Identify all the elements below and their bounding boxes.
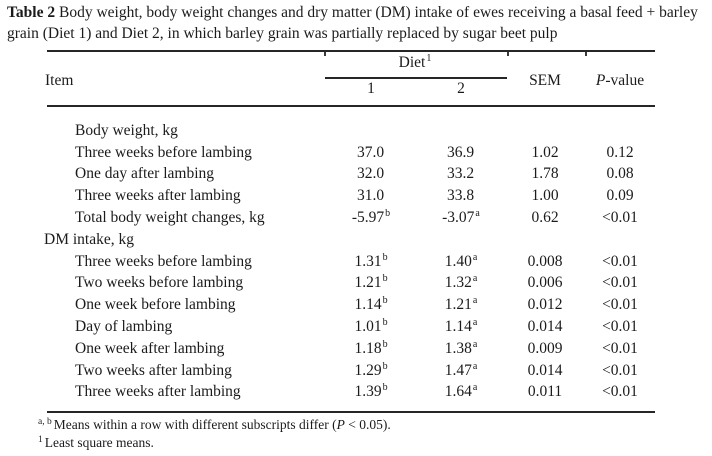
item-cell: Three weeks after lambing — [75, 383, 241, 401]
diet1-cell: 1.21b — [354, 273, 388, 292]
table-caption: Table 2 Body weight, body weight changes… — [7, 3, 708, 44]
item-cell: Body weight, kg — [75, 121, 178, 139]
diet2-cell: 1.40a — [444, 251, 478, 270]
column-tick — [507, 52, 509, 56]
footnote-superscript: 1 — [38, 435, 43, 445]
table-row: Two weeks after lambing 1.29b 1.47a 0.01… — [44, 360, 655, 382]
footnote-superscript: a, b — [38, 417, 52, 427]
pvalue-cell: <0.01 — [602, 361, 638, 379]
pvalue-cell: 0.08 — [606, 165, 634, 183]
header-sem: SEM — [529, 72, 561, 89]
table-row-section: Body weight, kg — [44, 120, 655, 142]
table-caption-label: Table 2 — [7, 4, 56, 21]
diet1-cell: 31.0 — [356, 187, 385, 205]
footnote-p-italic: P — [336, 417, 345, 432]
header-p-italic: P — [595, 72, 606, 89]
diet2-cell: 1.21a — [444, 295, 478, 314]
pvalue-cell: <0.01 — [602, 339, 638, 357]
sem-cell: 1.78 — [531, 165, 559, 183]
item-cell: Day of lambing — [75, 318, 173, 336]
diet-spanner-rule — [325, 77, 507, 79]
diet2-cell: -3.07a — [442, 208, 480, 227]
diet1-cell: 1.14b — [354, 295, 388, 314]
table-row: Three weeks before lambing 37.0 36.9 1.0… — [44, 142, 655, 164]
diet1-cell: 37.0 — [356, 143, 385, 161]
header-diet-group: Diet1 — [325, 54, 505, 72]
table-row: One week before lambing 1.14b 1.21a 0.01… — [44, 294, 655, 316]
sem-cell: 0.006 — [527, 274, 563, 292]
diet1-cell: 32.0 — [356, 165, 385, 183]
sem-cell: 0.009 — [527, 339, 563, 357]
diet1-cell: -5.97b — [351, 208, 391, 227]
diet2-cell: 33.2 — [446, 165, 475, 183]
table-row: Three weeks after lambing 1.39b 1.64a 0.… — [44, 382, 655, 404]
diet1-cell: 1.39b — [354, 382, 388, 401]
diet1-cell: 1.29b — [354, 360, 388, 379]
diet2-cell: 1.47a — [444, 360, 478, 379]
header-diet-1: 1 — [367, 80, 375, 97]
sem-cell: 1.02 — [531, 143, 559, 161]
diet2-cell: 36.9 — [446, 143, 475, 161]
table-row: Three weeks after lambing 31.0 33.8 1.00… — [44, 185, 655, 207]
item-cell: Two weeks before lambing — [75, 274, 244, 292]
item-cell: Total body weight changes, kg — [75, 209, 265, 227]
table-row: Total body weight changes, kg -5.97b -3.… — [44, 207, 655, 229]
item-cell: One day after lambing — [75, 165, 215, 183]
table-body: Body weight, kg Three weeks before lambi… — [44, 107, 655, 403]
diet2-cell: 1.32a — [444, 273, 478, 292]
table-row: One day after lambing 32.0 33.2 1.78 0.0… — [44, 164, 655, 186]
sem-cell: 0.012 — [527, 296, 563, 314]
sem-cell: 1.00 — [531, 187, 559, 205]
item-cell: Three weeks before lambing — [75, 252, 252, 270]
header-p-rest: -value — [605, 72, 645, 89]
pvalue-cell: <0.01 — [602, 252, 638, 270]
sem-cell: 0.011 — [527, 383, 563, 401]
table-row: Three weeks before lambing 1.31b 1.40a 0… — [44, 251, 655, 273]
item-cell: DM intake, kg — [44, 230, 134, 248]
item-cell: Three weeks after lambing — [75, 187, 241, 205]
header-p-value: P-value — [585, 72, 655, 90]
column-tick — [324, 52, 326, 56]
column-tick — [585, 52, 587, 56]
pvalue-cell: <0.01 — [602, 318, 638, 336]
header-item: Item — [45, 72, 74, 89]
item-cell: Three weeks before lambing — [75, 143, 252, 161]
diet2-cell: 33.8 — [446, 187, 475, 205]
diet2-cell: 1.64a — [444, 382, 478, 401]
pvalue-cell: <0.01 — [602, 209, 638, 227]
pvalue-cell: <0.01 — [602, 274, 638, 292]
diet1-cell: 1.31b — [354, 251, 388, 270]
diet2-cell: 1.14a — [444, 317, 478, 336]
sem-cell: 0.62 — [531, 209, 559, 227]
pvalue-cell: <0.01 — [602, 383, 638, 401]
sem-cell: 0.008 — [527, 252, 563, 270]
pvalue-cell: 0.09 — [606, 187, 634, 205]
footnote-means: a, b Means within a row with different su… — [38, 417, 391, 432]
item-cell: Two weeks after lambing — [75, 361, 232, 379]
table-top-rule — [47, 50, 655, 52]
diet1-cell: 1.18b — [354, 338, 388, 357]
pvalue-cell: <0.01 — [602, 296, 638, 314]
header-diet-2: 2 — [457, 80, 465, 97]
table-row: Day of lambing 1.01b 1.14a 0.014 <0.01 — [44, 316, 655, 338]
header-diet-label: Diet — [398, 54, 426, 71]
diet1-cell: 1.01b — [354, 317, 388, 336]
header-bottom-rule — [47, 105, 655, 107]
footnote-least-square: 1 Least square means. — [38, 435, 154, 450]
item-cell: One week before lambing — [75, 296, 236, 314]
table-row: Two weeks before lambing 1.21b 1.32a 0.0… — [44, 273, 655, 295]
sem-cell: 0.014 — [527, 361, 563, 379]
table-caption-text: Body weight, body weight changes and dry… — [7, 4, 698, 42]
table-row-section: DM intake, kg — [44, 229, 655, 251]
sem-cell: 0.014 — [527, 318, 563, 336]
item-cell: One week after lambing — [75, 339, 225, 357]
table-bottom-rule — [47, 411, 655, 413]
diet2-cell: 1.38a — [444, 338, 478, 357]
table-row: One week after lambing 1.18b 1.38a 0.009… — [44, 338, 655, 360]
header-diet-superscript: 1 — [426, 53, 432, 64]
pvalue-cell: 0.12 — [606, 143, 634, 161]
